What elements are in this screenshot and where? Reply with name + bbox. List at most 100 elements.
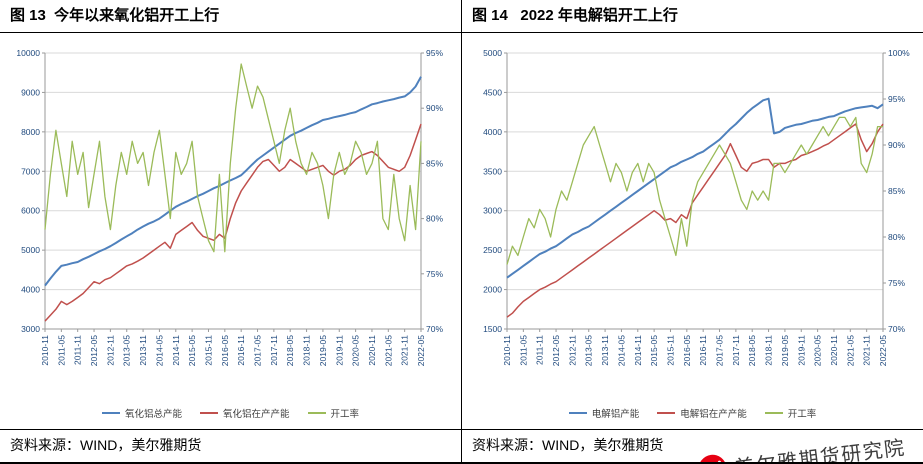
x-axis-tick-label: 2021-05 xyxy=(383,335,393,366)
x-axis-tick-label: 2020-05 xyxy=(812,335,822,366)
y-axis-tick-label: 10000 xyxy=(16,48,40,58)
y2-axis-tick-label: 90% xyxy=(426,103,443,113)
legend-label: 电解铝在产产能 xyxy=(680,409,747,420)
x-axis-tick-label: 2013-05 xyxy=(121,335,131,366)
y2-axis-tick-label: 70% xyxy=(888,324,905,334)
legend-line-icon xyxy=(101,412,120,414)
y-axis-tick-label: 5000 xyxy=(483,48,502,58)
legend-item-2: 开工率 xyxy=(307,406,360,420)
figure-14-panel: 图 14 2022 年电解铝开工上行 1500 2000 2500 3000 3500 4… xyxy=(462,0,923,462)
series-line-0 xyxy=(505,97,884,279)
series-line-2 xyxy=(505,116,883,265)
x-axis-tick-label: 2015-11 xyxy=(665,335,675,366)
y2-axis-tick-label: 95% xyxy=(426,48,443,58)
x-axis-tick-label: 2014-11 xyxy=(632,335,642,366)
x-axis-tick-label: 2018-05 xyxy=(747,335,757,366)
x-axis-tick-label: 2011-05 xyxy=(518,335,528,366)
x-axis-tick-label: 2016-11 xyxy=(236,335,246,366)
x-axis-tick-label: 2016-05 xyxy=(219,335,229,366)
x-axis-tick-label: 2020-11 xyxy=(366,335,376,366)
x-axis-tick-label: 2021-11 xyxy=(861,335,871,366)
x-axis-tick-label: 2015-05 xyxy=(187,335,197,366)
legend-label: 氧化铝总产能 xyxy=(124,409,182,420)
legend-label: 电解铝产能 xyxy=(591,409,640,420)
x-axis-tick-label: 2014-05 xyxy=(154,335,164,366)
figure-13-chart: 3000 4000 5000 6000 7000 8000 9000 10000 70% 75% 8… xyxy=(0,33,461,429)
chart-legend: 电解铝产能 电解铝在产产能 开工率 xyxy=(462,406,923,420)
y2-axis-tick-label: 70% xyxy=(426,324,443,334)
chart-canvas: 1500 2000 2500 3000 3500 4000 4500 5000 70% 75% 80… xyxy=(483,48,910,366)
legend-line-icon xyxy=(764,412,783,414)
x-axis-tick-label: 2015-11 xyxy=(203,335,213,366)
chart-legend: 氧化铝总产能 氧化铝在产产能 开工率 xyxy=(0,406,461,420)
x-axis-tick-label: 2017-05 xyxy=(252,335,262,366)
figure-13-title: 图 13 今年以来氧化铝开工上行 xyxy=(0,0,461,33)
legend-item-0: 电解铝产能 xyxy=(568,406,640,420)
x-axis-tick-label: 2018-11 xyxy=(763,335,773,366)
x-axis-tick-label: 2012-05 xyxy=(551,335,561,366)
y-axis-tick-label: 4000 xyxy=(483,127,502,137)
x-axis-tick-label: 2010-11 xyxy=(40,335,50,366)
x-axis-tick-label: 2019-05 xyxy=(317,335,327,366)
figure-13-source: 资料来源：WIND，美尔雅期货 xyxy=(0,429,461,462)
figure-14-chart: 1500 2000 2500 3000 3500 4000 4500 5000 70% 75% 80… xyxy=(462,33,923,429)
x-axis-tick-label: 2012-11 xyxy=(567,335,577,366)
legend-line-icon xyxy=(307,412,326,414)
x-axis-tick-label: 2014-05 xyxy=(616,335,626,366)
x-axis-tick-label: 2016-05 xyxy=(681,335,691,366)
y-axis-tick-label: 4000 xyxy=(21,285,40,295)
series-line-2 xyxy=(43,63,422,253)
x-axis-tick-label: 2021-11 xyxy=(399,335,409,366)
x-axis-tick-label: 2013-11 xyxy=(600,335,610,366)
x-axis-tick-label: 2013-11 xyxy=(138,335,148,366)
x-axis-tick-label: 2014-11 xyxy=(170,335,180,366)
x-axis-tick-label: 2022-05 xyxy=(416,335,426,366)
x-axis-tick-label: 2018-05 xyxy=(285,335,295,366)
x-axis-tick-label: 2020-11 xyxy=(828,335,838,366)
x-axis-tick-label: 2012-05 xyxy=(89,335,99,366)
x-axis-tick-label: 2019-11 xyxy=(334,335,344,366)
y-axis-tick-label: 2000 xyxy=(483,285,502,295)
figure-14-source: 资料来源：WIND，美尔雅期货 xyxy=(462,429,923,462)
legend-line-icon xyxy=(657,412,676,414)
y2-axis-tick-label: 95% xyxy=(888,94,905,104)
x-axis-tick-label: 2022-05 xyxy=(878,335,888,366)
legend-item-2: 开工率 xyxy=(764,406,817,420)
x-axis-tick-label: 2019-11 xyxy=(796,335,806,366)
x-axis-tick-label: 2020-05 xyxy=(350,335,360,366)
legend-item-1: 氧化铝在产产能 xyxy=(199,406,290,420)
series-line-1 xyxy=(506,123,884,318)
y2-axis-tick-label: 100% xyxy=(888,48,910,58)
y2-axis-tick-label: 90% xyxy=(888,140,905,150)
x-axis-tick-label: 2017-11 xyxy=(268,335,278,366)
y2-axis-tick-label: 80% xyxy=(426,214,443,224)
y2-axis-tick-label: 75% xyxy=(426,269,443,279)
legend-label: 开工率 xyxy=(787,409,817,420)
x-axis-tick-label: 2011-05 xyxy=(56,335,66,366)
y-axis-tick-label: 3500 xyxy=(483,166,502,176)
legend-label: 开工率 xyxy=(330,409,360,420)
series-line-1 xyxy=(43,123,422,322)
y-axis-tick-label: 4500 xyxy=(483,87,502,97)
legend-label: 氧化铝在产产能 xyxy=(222,409,290,420)
x-axis-tick-label: 2011-11 xyxy=(72,335,82,365)
y-axis-tick-label: 1500 xyxy=(483,324,502,334)
y-axis-tick-label: 3000 xyxy=(21,324,40,334)
y2-axis-tick-label: 85% xyxy=(888,186,905,196)
x-axis-tick-label: 2021-05 xyxy=(845,335,855,366)
series-line-0 xyxy=(43,76,422,287)
figure-14-title: 图 14 2022 年电解铝开工上行 xyxy=(462,0,923,33)
y-axis-tick-label: 9000 xyxy=(21,87,40,97)
y-axis-tick-label: 5000 xyxy=(21,245,40,255)
x-axis-tick-label: 2017-05 xyxy=(714,335,724,366)
y2-axis-tick-label: 85% xyxy=(426,158,443,168)
x-axis-tick-label: 2015-05 xyxy=(649,335,659,366)
x-axis-tick-label: 2017-11 xyxy=(730,335,740,366)
figure-13-panel: 图 13 今年以来氧化铝开工上行 3000 4000 5000 6000 7000 800… xyxy=(0,0,462,462)
y-axis-tick-label: 8000 xyxy=(21,127,40,137)
y2-axis-tick-label: 80% xyxy=(888,232,905,242)
y-axis-tick-label: 7000 xyxy=(21,166,40,176)
x-axis-tick-label: 2019-05 xyxy=(779,335,789,366)
x-axis-tick-label: 2018-11 xyxy=(301,335,311,366)
legend-line-icon xyxy=(199,412,218,414)
